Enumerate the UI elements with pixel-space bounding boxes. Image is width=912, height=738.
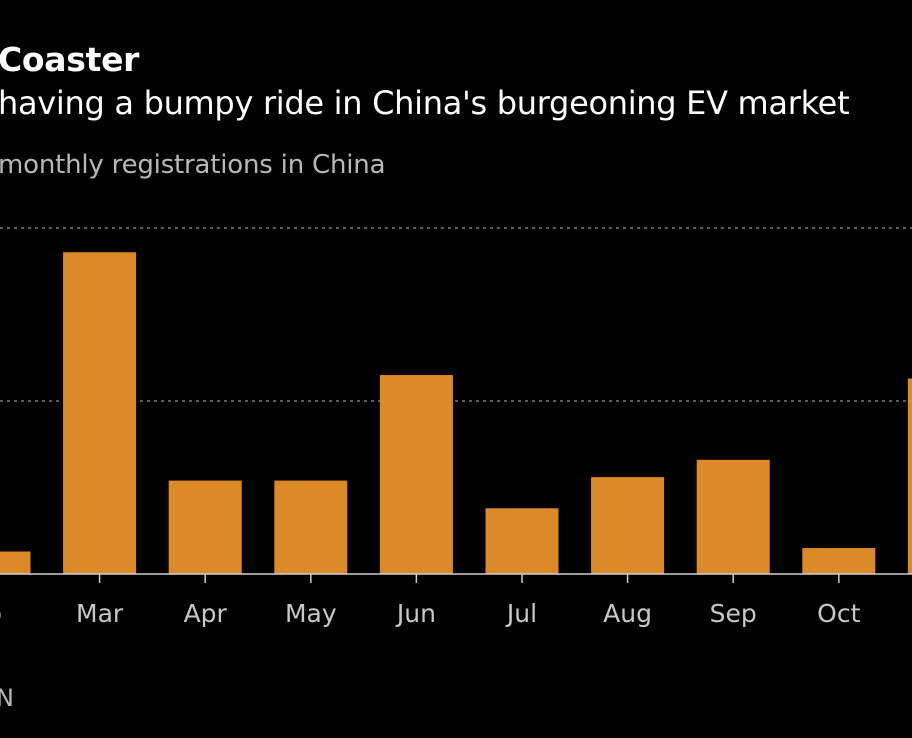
x-tick-label: Sep [710,599,757,628]
bar-aug [591,477,665,574]
x-tick-label: Apr [184,599,228,628]
x-tick-label: May [285,599,337,628]
bar-apr [168,480,242,574]
x-tick-label: Aug [603,599,652,628]
bars [0,252,912,574]
bar-sep [696,459,770,574]
source-note: N [0,684,14,712]
x-tick-label: Mar [76,599,124,628]
bar-b [0,551,31,574]
bar-may [274,480,348,574]
bar-oct [802,548,876,574]
chart-unit-label: monthly registrations in China [0,150,386,180]
bar-mar [63,252,137,574]
chart-title: Coaster [0,40,140,79]
x-tick-label: Jun [395,599,436,628]
x-axis: b Mar Apr May Jun Jul Aug Sep Oct [0,573,912,628]
chart-subtitle: having a bumpy ride in China's burgeonin… [0,84,850,122]
bar-jun [379,375,453,574]
bar-jul [485,508,559,574]
x-tick-label: Oct [817,599,860,628]
x-tick-label: b [0,599,2,628]
x-tick-label: Jul [505,599,537,628]
gridlines [0,227,912,402]
bar-item-9 [907,378,912,574]
